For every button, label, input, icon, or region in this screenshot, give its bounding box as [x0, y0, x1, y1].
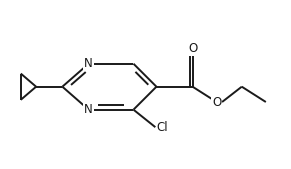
Text: N: N	[84, 103, 93, 116]
Text: O: O	[188, 42, 197, 55]
Text: O: O	[212, 95, 221, 108]
Text: Cl: Cl	[157, 121, 168, 134]
Text: N: N	[84, 57, 93, 70]
